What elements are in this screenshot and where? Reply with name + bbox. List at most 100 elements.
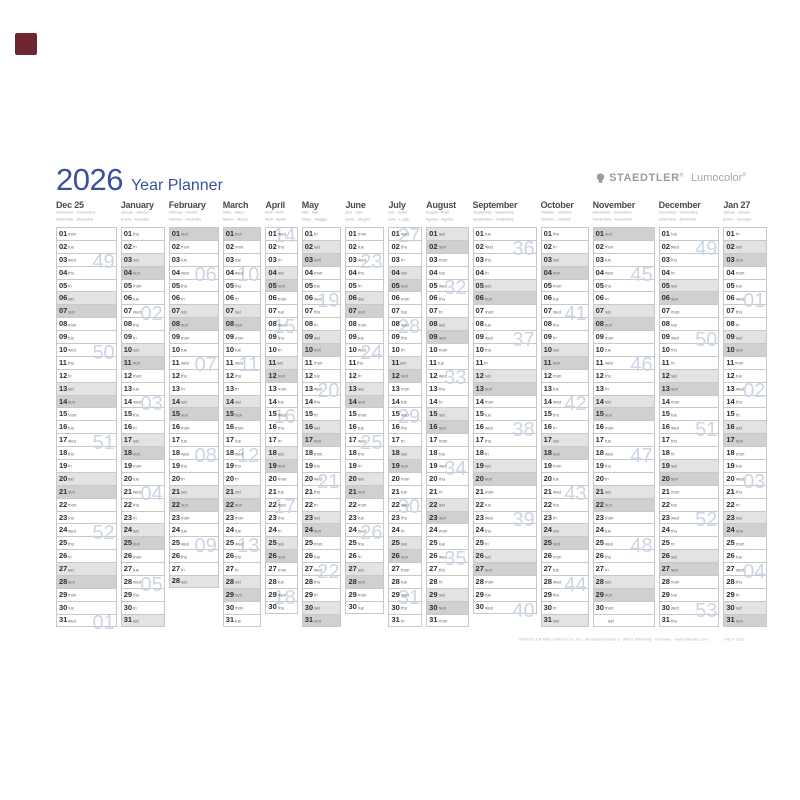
weekday-label: mon bbox=[552, 284, 562, 290]
day-number: 07 bbox=[348, 306, 357, 316]
weekday-label: fri bbox=[133, 516, 137, 522]
day-cell-september-16: 16 wed bbox=[472, 420, 537, 434]
day-number: 27 bbox=[595, 564, 604, 574]
weekday-label: fri bbox=[357, 555, 362, 560]
day-cell-march-20: 20 fri bbox=[222, 471, 262, 485]
day-number: 01 bbox=[543, 228, 552, 238]
weekday-label: wed bbox=[484, 336, 493, 341]
day-cell-june-13: 13 sat bbox=[345, 381, 385, 395]
month-column-dec25: Dec 25 Dezember · Décembre Diciembre · Dic… bbox=[56, 200, 117, 633]
day-number: 03 bbox=[595, 254, 604, 264]
weekday-label: wed bbox=[552, 581, 561, 586]
day-number: 19 bbox=[123, 460, 133, 470]
month-translation-line1: Oktober · Octobre bbox=[540, 211, 572, 215]
weekday-label: sun bbox=[670, 568, 678, 573]
day-cell-jan27-25: 25 mon bbox=[723, 536, 768, 550]
day-cell-october-04: 04 sun bbox=[540, 265, 589, 279]
day-number: 18 bbox=[171, 448, 181, 458]
day-cell-december-01: 01 tue bbox=[658, 227, 720, 240]
day-cell-dec25-02: 02 tue bbox=[56, 239, 117, 253]
weekday-label: sat bbox=[314, 607, 320, 612]
day-cell-june-06: 06 sat bbox=[345, 291, 385, 305]
day-cell-september-18: 18 fri bbox=[472, 446, 537, 460]
day-number: 21 bbox=[475, 486, 484, 496]
weekday-label: tue bbox=[68, 516, 75, 522]
day-cell-october-14: 14 wed bbox=[540, 394, 589, 408]
day-cell-september-12: 12 sat bbox=[472, 368, 537, 382]
weekday-label: sat bbox=[235, 491, 241, 496]
weekday-label: mon bbox=[400, 478, 410, 483]
weekday-label: mon bbox=[314, 452, 323, 457]
weekday-label: mon bbox=[133, 465, 142, 470]
day-cell-june-17: 17 wed bbox=[345, 433, 385, 447]
weekday-label: sat bbox=[484, 375, 491, 380]
day-cell-january-23: 23 fri bbox=[120, 510, 165, 524]
day-number: 11 bbox=[661, 357, 670, 367]
day-cell-jan27-24: 24 sun bbox=[723, 523, 768, 537]
day-number: 15 bbox=[391, 409, 400, 419]
month-column-april: April April · Avril Abril · Aprile 01 wed 02 t… bbox=[265, 200, 298, 627]
day-cell-november-21: 21 sat bbox=[592, 484, 655, 498]
day-number: 20 bbox=[661, 473, 670, 483]
weekday-label: tue bbox=[181, 349, 188, 354]
day-number: 28 bbox=[595, 576, 604, 586]
weekday-label: mon bbox=[670, 581, 680, 586]
day-cell-dec25-28: 28 sun bbox=[56, 575, 117, 588]
day-cell-jan27-16: 16 sat bbox=[723, 420, 768, 434]
day-number: 19 bbox=[726, 460, 735, 470]
weekday-label: mon bbox=[313, 362, 323, 367]
month-translation-line1: März · Mars bbox=[222, 211, 244, 215]
day-number: 11 bbox=[543, 357, 552, 367]
day-number: 08 bbox=[429, 319, 438, 329]
day-cell-august-19: 19 wed bbox=[426, 459, 469, 472]
weekday-label: fri bbox=[314, 233, 318, 238]
day-cell-february-14: 14 sat bbox=[168, 394, 219, 408]
day-cell-november-19: 19 thu bbox=[592, 459, 655, 472]
day-number: 07 bbox=[475, 306, 484, 316]
day-number: 04 bbox=[59, 267, 68, 277]
weekday-label: tue bbox=[181, 439, 188, 444]
day-number: 17 bbox=[304, 435, 314, 445]
day-number: 29 bbox=[59, 589, 68, 599]
weekday-label: wed bbox=[68, 259, 77, 264]
day-number: 06 bbox=[348, 293, 357, 303]
weekday-label: thu bbox=[235, 465, 242, 470]
day-number: 20 bbox=[123, 473, 133, 483]
weekday-label: wed bbox=[400, 503, 409, 509]
weekday-label: fri bbox=[438, 491, 443, 496]
day-cell-jan27-30: 30 sat bbox=[723, 600, 768, 614]
day-number: 12 bbox=[171, 370, 181, 380]
day-cell-dec25-17: 17 wed bbox=[56, 433, 117, 447]
day-cell-dec25-12: 12 fri bbox=[56, 368, 117, 382]
day-number: 19 bbox=[304, 460, 314, 470]
weekday-label: thu bbox=[400, 607, 407, 612]
weekday-label: tue bbox=[357, 606, 364, 611]
day-cell-january-07: 07 wed bbox=[120, 304, 165, 318]
weekday-label: fri bbox=[133, 426, 137, 431]
day-cell-jan27-18: 18 mon bbox=[723, 446, 768, 460]
day-cell-march-12: 12 thu bbox=[222, 368, 262, 382]
day-number: 14 bbox=[543, 396, 552, 406]
day-number: 26 bbox=[475, 551, 484, 561]
day-cell-february-21: 21 sat bbox=[168, 484, 219, 498]
day-number: 10 bbox=[391, 344, 400, 354]
day-number: 21 bbox=[661, 486, 670, 496]
day-number: 25 bbox=[595, 538, 604, 548]
day-cell-august-10: 10 mon bbox=[426, 343, 469, 356]
day-number: 30 bbox=[225, 602, 235, 612]
day-cell-april-11: 11 sat bbox=[265, 355, 298, 369]
month-name: September bbox=[472, 200, 518, 210]
weekday-label: fri bbox=[670, 452, 675, 457]
weekday-label: tue bbox=[400, 310, 407, 315]
day-cell-may-24: 24 sun bbox=[301, 523, 342, 537]
day-number: 29 bbox=[429, 589, 438, 599]
day-number: 02 bbox=[171, 241, 181, 251]
day-number: 28 bbox=[661, 576, 670, 586]
day-number: 19 bbox=[268, 460, 277, 470]
day-cell-jan27-11: 11 mon bbox=[723, 355, 768, 369]
day-cell-jan27-28: 28 thu bbox=[723, 575, 768, 588]
day-number: 30 bbox=[59, 602, 68, 612]
day-number: 10 bbox=[225, 344, 235, 354]
day-cell-september-01: 01 tue bbox=[472, 227, 537, 240]
weekday-label: sat bbox=[133, 349, 139, 354]
